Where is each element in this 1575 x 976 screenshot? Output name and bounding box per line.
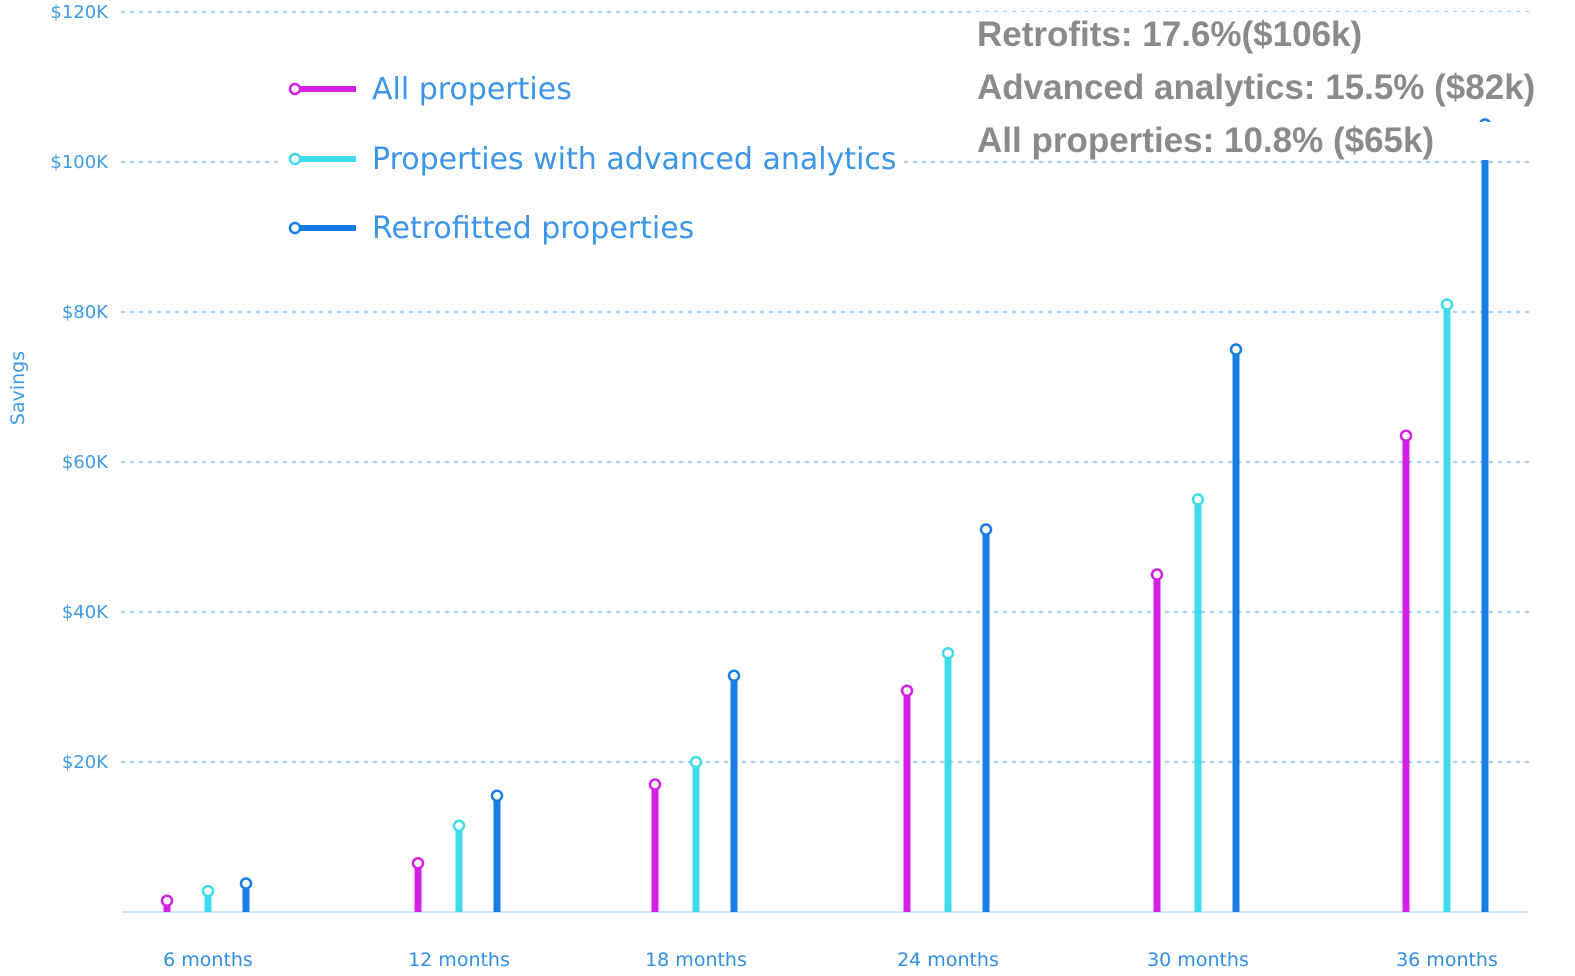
annotations: Retrofits: 17.6%($106k) Advanced analytic…	[970, 12, 1570, 160]
bar-marker	[689, 755, 703, 769]
annotation-backdrop	[970, 12, 1570, 48]
annotation-backdrop	[970, 122, 1566, 160]
bar	[1481, 129, 1489, 912]
y-tick-label: $40K	[62, 602, 109, 623]
bar-marker	[1440, 298, 1454, 311]
legend-backdrop	[278, 131, 900, 185]
x-tick-label: 30 months	[1147, 949, 1249, 971]
bar	[730, 680, 738, 912]
y-tick-label: $100K	[50, 152, 109, 173]
x-axis-ticks: 6 months 12 months 18 months 24 months 30 mo…	[163, 949, 1498, 971]
legend-swatch-marker	[288, 82, 302, 96]
y-tick-label: $120K	[50, 2, 109, 23]
bar	[944, 658, 952, 912]
bar-marker	[201, 884, 215, 898]
bar-marker	[900, 684, 914, 697]
bar-marker	[1399, 429, 1413, 442]
bar-marker	[452, 819, 466, 832]
legend-swatch-marker	[288, 221, 302, 235]
bar	[1194, 504, 1202, 912]
bar	[651, 789, 659, 912]
legend-label: Retrofitted properties	[372, 211, 694, 246]
x-tick-label: 24 months	[897, 949, 999, 971]
bar-marker	[1229, 343, 1243, 356]
annotation-backdrop	[970, 69, 1566, 107]
x-tick-label: 18 months	[645, 949, 747, 971]
bar-marker	[411, 857, 425, 870]
annotation-text: Advanced analytics: 15.5% ($82k)	[977, 68, 1535, 107]
legend-swatch-marker	[288, 152, 302, 166]
bars	[160, 118, 1492, 912]
bar	[1443, 309, 1451, 912]
bar	[204, 896, 212, 912]
bar	[493, 800, 501, 912]
y-axis-title: Savings	[7, 351, 29, 425]
bar-marker	[1150, 568, 1164, 581]
legend-label: Properties with advanced analytics	[372, 142, 897, 177]
y-tick-label: $80K	[62, 302, 109, 323]
bar	[903, 695, 911, 912]
bar	[982, 534, 990, 912]
bar-marker	[1191, 493, 1205, 506]
bar	[1402, 440, 1410, 912]
bar	[455, 830, 463, 912]
legend-label: All properties	[372, 72, 572, 107]
y-tick-label: $20K	[62, 752, 109, 773]
bar-marker	[648, 778, 662, 791]
bar	[242, 888, 250, 912]
x-tick-label: 36 months	[1396, 949, 1498, 971]
y-tick-label: $60K	[62, 452, 109, 473]
bar	[414, 868, 422, 912]
bar	[163, 905, 171, 912]
bar-marker	[941, 647, 955, 660]
y-axis-ticks: $20K $40K $60K $80K $100K $120K	[50, 2, 109, 773]
bar-marker	[490, 789, 504, 802]
bar	[692, 767, 700, 912]
x-tick-label: 12 months	[408, 949, 510, 971]
bar	[1232, 354, 1240, 912]
bar-marker	[979, 523, 993, 536]
legend: All properties Properties with advanced a…	[278, 61, 900, 254]
bar	[1153, 579, 1161, 912]
bar-marker	[160, 894, 174, 907]
annotation-text: Retrofits: 17.6%($106k)	[977, 15, 1362, 54]
bar-marker	[727, 669, 741, 682]
x-tick-label: 6 months	[163, 949, 253, 971]
annotation-text: All properties: 10.8% ($65k)	[977, 121, 1434, 160]
bar-marker	[239, 877, 253, 890]
